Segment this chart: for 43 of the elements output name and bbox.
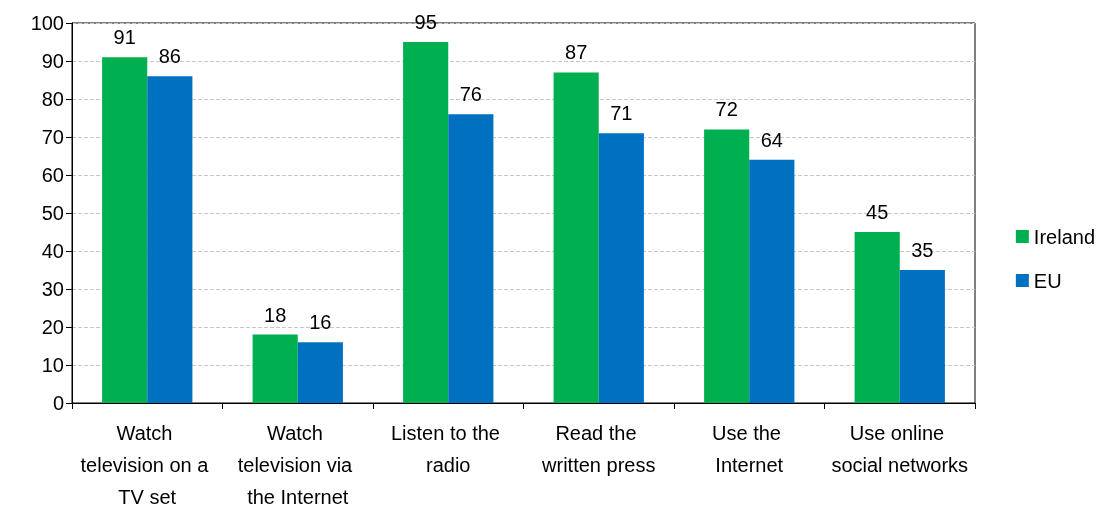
bar — [704, 129, 750, 403]
bar — [598, 133, 644, 403]
data-label: 64 — [760, 128, 783, 151]
y-tick-label: 0 — [52, 392, 64, 414]
y-tick-label: 50 — [41, 202, 64, 224]
bar — [297, 342, 343, 403]
x-tick-label: Watch television via the Internet — [237, 422, 358, 508]
x-tick-label: Listen to the radio — [390, 422, 506, 476]
bar — [553, 72, 599, 403]
legend-label: Ireland — [1033, 225, 1095, 248]
y-tick-label: 80 — [41, 88, 64, 110]
data-label: 16 — [309, 311, 332, 334]
legend-label: EU — [1033, 269, 1062, 292]
data-label: 95 — [414, 11, 437, 33]
data-label: 87 — [565, 41, 588, 64]
bar — [899, 270, 945, 403]
data-label: 45 — [866, 201, 889, 223]
x-tick-label: Use online social networks — [831, 422, 969, 476]
y-tick-label: 60 — [41, 164, 64, 186]
x-tick-label: Use the Internet — [712, 422, 787, 476]
data-label: 76 — [459, 83, 482, 106]
bar — [147, 76, 193, 403]
bar — [854, 232, 900, 403]
y-tick-label: 20 — [41, 316, 64, 338]
bar — [749, 159, 795, 403]
bar — [448, 114, 494, 403]
data-label: 72 — [715, 98, 738, 121]
data-label: 18 — [264, 303, 287, 326]
bar — [252, 334, 298, 403]
bar — [403, 42, 449, 403]
y-tick-label: 10 — [41, 354, 64, 376]
data-label: 35 — [911, 239, 934, 261]
data-label: 71 — [610, 102, 633, 125]
y-tick-label: 70 — [41, 126, 64, 148]
data-label: 91 — [113, 26, 136, 49]
y-tick-label: 40 — [41, 240, 64, 262]
x-tick-label: Watch television on a TV set — [80, 422, 214, 508]
data-label: 86 — [158, 45, 181, 68]
y-tick-label: 30 — [41, 278, 64, 300]
x-tick-label: Read the written press — [541, 422, 656, 476]
y-tick-label: 100 — [30, 12, 64, 34]
y-tick-label: 90 — [41, 50, 64, 72]
bar — [102, 57, 148, 403]
